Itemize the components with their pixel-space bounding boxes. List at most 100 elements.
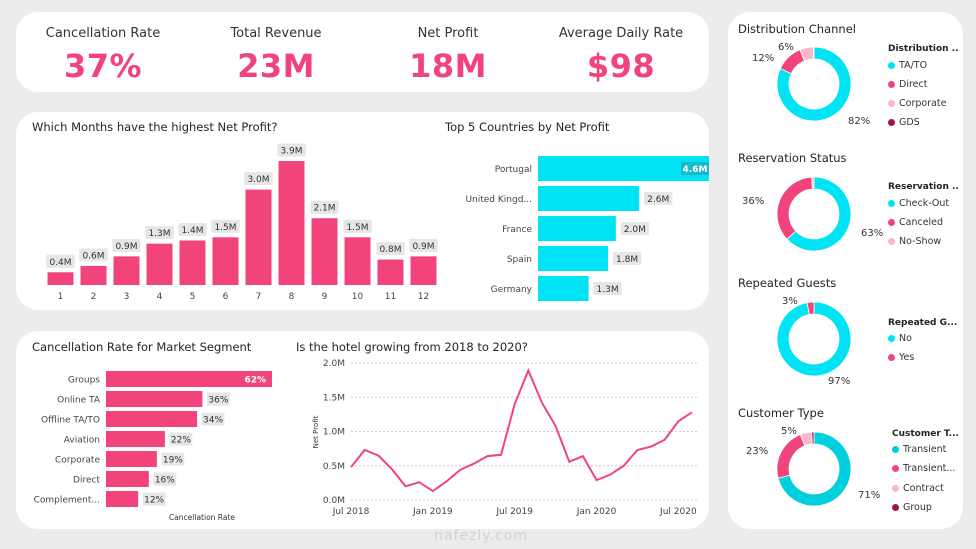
kpi-cancellation-rate: Cancellation Rate 37% bbox=[18, 12, 188, 85]
growth-x-tick-label: Jul 2018 bbox=[332, 507, 370, 517]
legend-label: No bbox=[899, 333, 912, 344]
kpi-value: $98 bbox=[586, 47, 656, 85]
legend-item[interactable]: Check-Out bbox=[888, 198, 958, 209]
month-tick-label: 10 bbox=[352, 292, 364, 302]
month-bar-label: 1.4M bbox=[181, 226, 203, 236]
month-bar-label: 0.6M bbox=[82, 251, 104, 261]
legend-label: Yes bbox=[899, 352, 915, 363]
cancel-growth-card: Cancellation Rate for Market Segment Is … bbox=[16, 331, 709, 529]
country-bar bbox=[538, 156, 709, 181]
legend-item[interactable]: No-Show bbox=[888, 236, 958, 247]
month-tick-label: 12 bbox=[418, 292, 429, 302]
growth-y-tick-label: 1.5M bbox=[323, 393, 345, 403]
country-tick-label: Portugal bbox=[495, 165, 532, 175]
donut-slice bbox=[806, 301, 815, 315]
month-bar bbox=[245, 189, 272, 285]
growth-y-axis-label: Net Profit bbox=[312, 415, 320, 448]
repeated-pct-no: 97% bbox=[828, 376, 851, 387]
month-bar-label-bg bbox=[112, 238, 141, 252]
reservation-pct-canceled: 36% bbox=[742, 196, 765, 207]
legend-dot bbox=[892, 465, 899, 472]
customer-title: Customer Type bbox=[738, 406, 824, 420]
legend-dot bbox=[888, 62, 895, 69]
country-tick-label: Germany bbox=[491, 285, 533, 295]
month-tick-label: 9 bbox=[322, 292, 328, 302]
kpi-net-profit: Net Profit 18M bbox=[363, 12, 533, 85]
legend-dot bbox=[892, 446, 899, 453]
growth-x-tick-label: Jul 2020 bbox=[659, 507, 697, 517]
profit-card: Which Months have the highest Net Profit… bbox=[16, 112, 709, 310]
month-bar-label: 0.8M bbox=[379, 245, 401, 255]
segment-bar bbox=[106, 371, 272, 387]
legend-item[interactable]: Group bbox=[892, 502, 962, 513]
legend-item[interactable]: No bbox=[888, 333, 958, 344]
segments-bar-chart: Groups 62% Online TA 36% Offline TA/TO 34% Avi… bbox=[34, 371, 272, 522]
country-bar-label-bg bbox=[593, 282, 622, 295]
growth-y-tick-label: 0.0M bbox=[323, 496, 345, 506]
month-bar bbox=[377, 259, 404, 285]
growth-x-tick-label: Jan 2020 bbox=[576, 507, 617, 517]
month-bar-label: 2.1M bbox=[313, 204, 335, 214]
country-bar-label: 1.3M bbox=[597, 285, 619, 295]
legend-title: Repeated G... bbox=[888, 318, 958, 328]
month-bar-label-bg bbox=[79, 248, 108, 262]
donut-slice bbox=[786, 176, 852, 252]
distribution-pct-corporate: 6% bbox=[778, 42, 794, 53]
legend-item[interactable]: Contract bbox=[892, 483, 962, 494]
kpi-label: Average Daily Rate bbox=[558, 26, 684, 41]
legend-label: TA/TO bbox=[899, 60, 928, 71]
kpi-label: Total Revenue bbox=[230, 26, 322, 41]
month-bar-label-bg bbox=[277, 143, 306, 157]
donut-slice bbox=[776, 301, 852, 377]
watermark: nafezly.com bbox=[434, 528, 528, 544]
kpi-average-daily-rate: Average Daily Rate $98 bbox=[536, 12, 706, 85]
legend-item[interactable]: Transient bbox=[892, 444, 962, 455]
country-bar bbox=[538, 216, 616, 241]
distribution-pct-tato: 82% bbox=[848, 116, 871, 127]
growth-x-tick-label: Jul 2019 bbox=[495, 507, 533, 517]
month-bar-label: 3.9M bbox=[280, 147, 302, 157]
growth-y-tick-label: 2.0M bbox=[323, 359, 345, 369]
distribution-pct-direct: 12% bbox=[752, 53, 775, 64]
country-bar bbox=[538, 246, 609, 271]
segment-bar bbox=[106, 431, 165, 447]
country-tick-label: Spain bbox=[507, 255, 532, 265]
legend-item[interactable]: Transient... bbox=[892, 463, 962, 474]
month-bar bbox=[278, 161, 305, 285]
month-bar bbox=[113, 256, 140, 285]
month-bar-label-bg bbox=[211, 219, 240, 233]
legend-item[interactable]: GDS bbox=[888, 117, 958, 128]
countries-bar-chart: Portugal 4.6M United Kingd... 2.6M France 2.0… bbox=[465, 156, 709, 301]
segment-x-axis-label: Cancellation Rate bbox=[169, 513, 235, 522]
month-bar-label: 0.9M bbox=[412, 242, 434, 252]
segments-chart-title: Cancellation Rate for Market Segment bbox=[32, 340, 252, 354]
month-tick-label: 2 bbox=[91, 292, 97, 302]
legend-dot bbox=[888, 100, 895, 107]
segment-bar-label-bg bbox=[201, 412, 225, 426]
legend-item[interactable]: Yes bbox=[888, 352, 958, 363]
legend-title: Customer T... bbox=[892, 429, 959, 439]
growth-y-tick-label: 0.5M bbox=[323, 462, 345, 472]
country-bar-label: 2.6M bbox=[647, 195, 669, 205]
legend-item[interactable]: Canceled bbox=[888, 217, 958, 228]
legend-item[interactable]: TA/TO bbox=[888, 60, 958, 71]
legend-dot bbox=[888, 119, 895, 126]
country-bar-label-bg bbox=[643, 192, 673, 205]
legend-label: Transient bbox=[903, 444, 947, 455]
month-bar bbox=[410, 256, 437, 285]
legend-dot bbox=[888, 335, 895, 342]
segment-tick-label: Groups bbox=[68, 376, 100, 386]
legend-item[interactable]: Corporate bbox=[888, 98, 958, 109]
segment-bar-label-bg bbox=[142, 492, 166, 506]
segment-bar bbox=[106, 411, 198, 427]
month-bar-label: 1.5M bbox=[346, 223, 368, 233]
legend-title: Distribution ... bbox=[888, 44, 958, 54]
growth-chart-title: Is the hotel growing from 2018 to 2020? bbox=[296, 340, 528, 354]
segment-tick-label: Offline TA/TO bbox=[41, 416, 100, 426]
kpi-label: Cancellation Rate bbox=[45, 26, 161, 41]
month-bar-label-bg bbox=[310, 200, 339, 214]
month-bar-label-bg bbox=[178, 222, 207, 236]
legend-item[interactable]: Direct bbox=[888, 79, 958, 90]
country-bar-label: 2.0M bbox=[624, 225, 646, 235]
months-chart-title: Which Months have the highest Net Profit… bbox=[32, 120, 278, 134]
